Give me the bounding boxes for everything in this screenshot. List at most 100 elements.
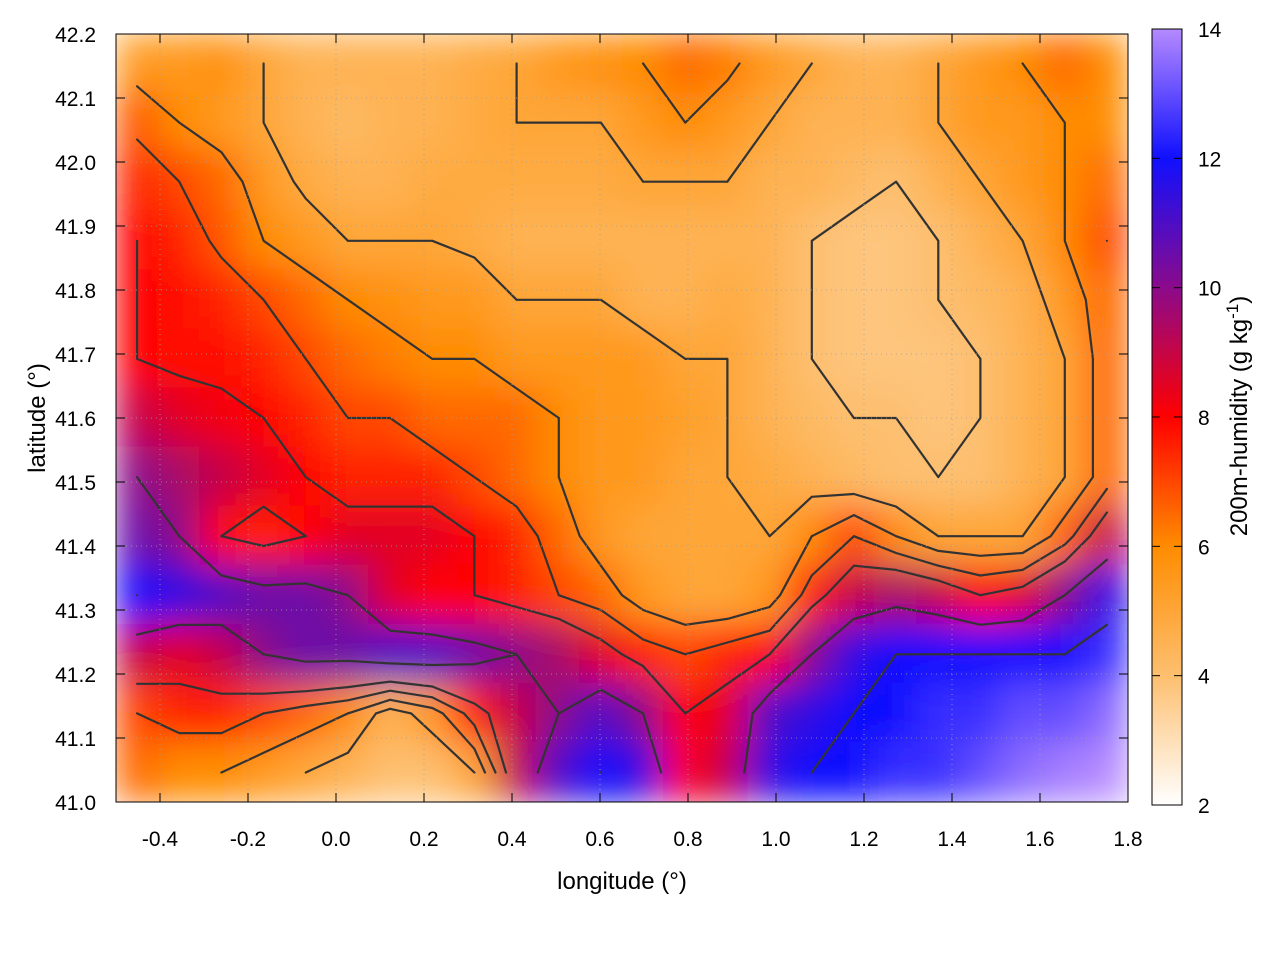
heat-cell	[958, 92, 1003, 154]
heat-cell	[157, 682, 202, 744]
heat-cell	[831, 92, 876, 154]
heat-cell	[452, 387, 497, 449]
heat-cell	[1000, 741, 1045, 802]
x-axis-ticks: -0.4 -0.2 0.0 0.2 0.4 0.6 0.8 1.0 1.2 1.4 1.6 1.8	[142, 34, 1143, 851]
y-tick-label: 41.1	[55, 728, 96, 751]
heat-cell	[368, 741, 413, 802]
heat-cell	[747, 446, 792, 508]
x-tick-label: -0.4	[142, 828, 179, 851]
heat-cell	[1000, 269, 1045, 331]
heat-cell	[1042, 682, 1087, 744]
heat-cell	[1000, 446, 1045, 508]
heat-cell	[958, 446, 1003, 508]
heat-cell	[1042, 269, 1087, 331]
heat-cell	[452, 623, 497, 685]
heat-cell	[578, 505, 623, 567]
heat-cell	[663, 446, 708, 508]
colorbar-tick-label: 4	[1198, 666, 1210, 689]
heat-cell	[368, 34, 413, 95]
x-tick-label: 1.4	[937, 828, 967, 851]
heat-cell	[1000, 92, 1045, 154]
heat-cell	[621, 623, 666, 685]
heat-cell	[368, 564, 413, 626]
heat-cell	[578, 446, 623, 508]
heat-cell	[705, 564, 750, 626]
heat-cell	[578, 328, 623, 390]
y-tick-label: 41.2	[55, 664, 96, 687]
heat-cell	[874, 446, 919, 508]
heat-cell	[1042, 34, 1087, 95]
colorbar-tick-label: 12	[1198, 148, 1221, 171]
heat-cell	[874, 328, 919, 390]
y-tick-label: 41.0	[55, 792, 96, 815]
heat-cell	[663, 387, 708, 449]
heat-cell	[410, 34, 455, 95]
heat-cell	[536, 210, 581, 272]
heat-cell	[368, 328, 413, 390]
x-tick-label: -0.2	[230, 828, 266, 851]
heat-cell	[621, 387, 666, 449]
y-axis-label: latitude (°)	[24, 363, 51, 473]
heat-cell	[831, 328, 876, 390]
x-tick-label: 0.2	[409, 828, 438, 851]
heat-cell	[536, 505, 581, 567]
heat-cell	[789, 682, 834, 744]
heat-cell	[199, 210, 244, 272]
heat-cell	[157, 387, 202, 449]
y-tick-label: 42.0	[55, 152, 96, 175]
heat-cell	[663, 564, 708, 626]
heat-cell	[494, 446, 539, 508]
heat-cell	[663, 505, 708, 567]
heat-cell	[116, 623, 160, 685]
y-tick-label: 41.6	[55, 408, 96, 431]
heat-cell	[536, 328, 581, 390]
colorbar-label: 200m-humidity (g kg-1)	[1223, 296, 1253, 537]
heat-cell	[747, 741, 792, 802]
y-tick-label: 42.1	[55, 88, 96, 111]
heat-cell	[1084, 34, 1128, 95]
heat-cell	[621, 210, 666, 272]
heat-cell	[157, 269, 202, 331]
heat-cell	[663, 269, 708, 331]
heat-cell	[452, 682, 497, 744]
heat-cell	[199, 564, 244, 626]
heat-cell	[1084, 269, 1128, 331]
heat-cell	[283, 34, 328, 95]
heat-cell	[199, 623, 244, 685]
heat-cell	[157, 623, 202, 685]
heat-cell	[916, 741, 961, 802]
colorbar-tick-label: 10	[1198, 278, 1221, 301]
heat-cell	[831, 564, 876, 626]
heat-cell	[789, 92, 834, 154]
heat-cell	[325, 34, 370, 95]
heat-cell	[621, 328, 666, 390]
heat-cell	[958, 269, 1003, 331]
heat-cell	[747, 210, 792, 272]
heat-cell	[747, 387, 792, 449]
heat-cell	[494, 151, 539, 213]
heat-cell	[621, 92, 666, 154]
heat-cell	[283, 210, 328, 272]
heat-cell	[831, 151, 876, 213]
heat-cell	[325, 446, 370, 508]
heat-cell	[958, 682, 1003, 744]
heat-cell	[452, 92, 497, 154]
contour-line	[136, 476, 1108, 774]
heat-cell	[621, 505, 666, 567]
heat-cell	[747, 151, 792, 213]
heat-cell	[958, 741, 1003, 802]
heat-cell	[578, 151, 623, 213]
heat-cell	[1084, 564, 1128, 626]
plot-area: -0.4 -0.2 0.0 0.2 0.4 0.6 0.8 1.0 1.2 1.4 1.6 1.8 4…	[55, 24, 1142, 851]
heat-cell	[789, 151, 834, 213]
heat-cell	[494, 210, 539, 272]
y-tick-label: 41.9	[55, 216, 96, 239]
heat-cell	[410, 446, 455, 508]
colorbar-ticks: 2 4 6 8 10 12 14	[1152, 19, 1222, 818]
heat-cell	[705, 92, 750, 154]
heat-cell	[325, 505, 370, 567]
heat-cell	[410, 564, 455, 626]
contour-line	[136, 239, 1108, 774]
heat-cell	[283, 564, 328, 626]
